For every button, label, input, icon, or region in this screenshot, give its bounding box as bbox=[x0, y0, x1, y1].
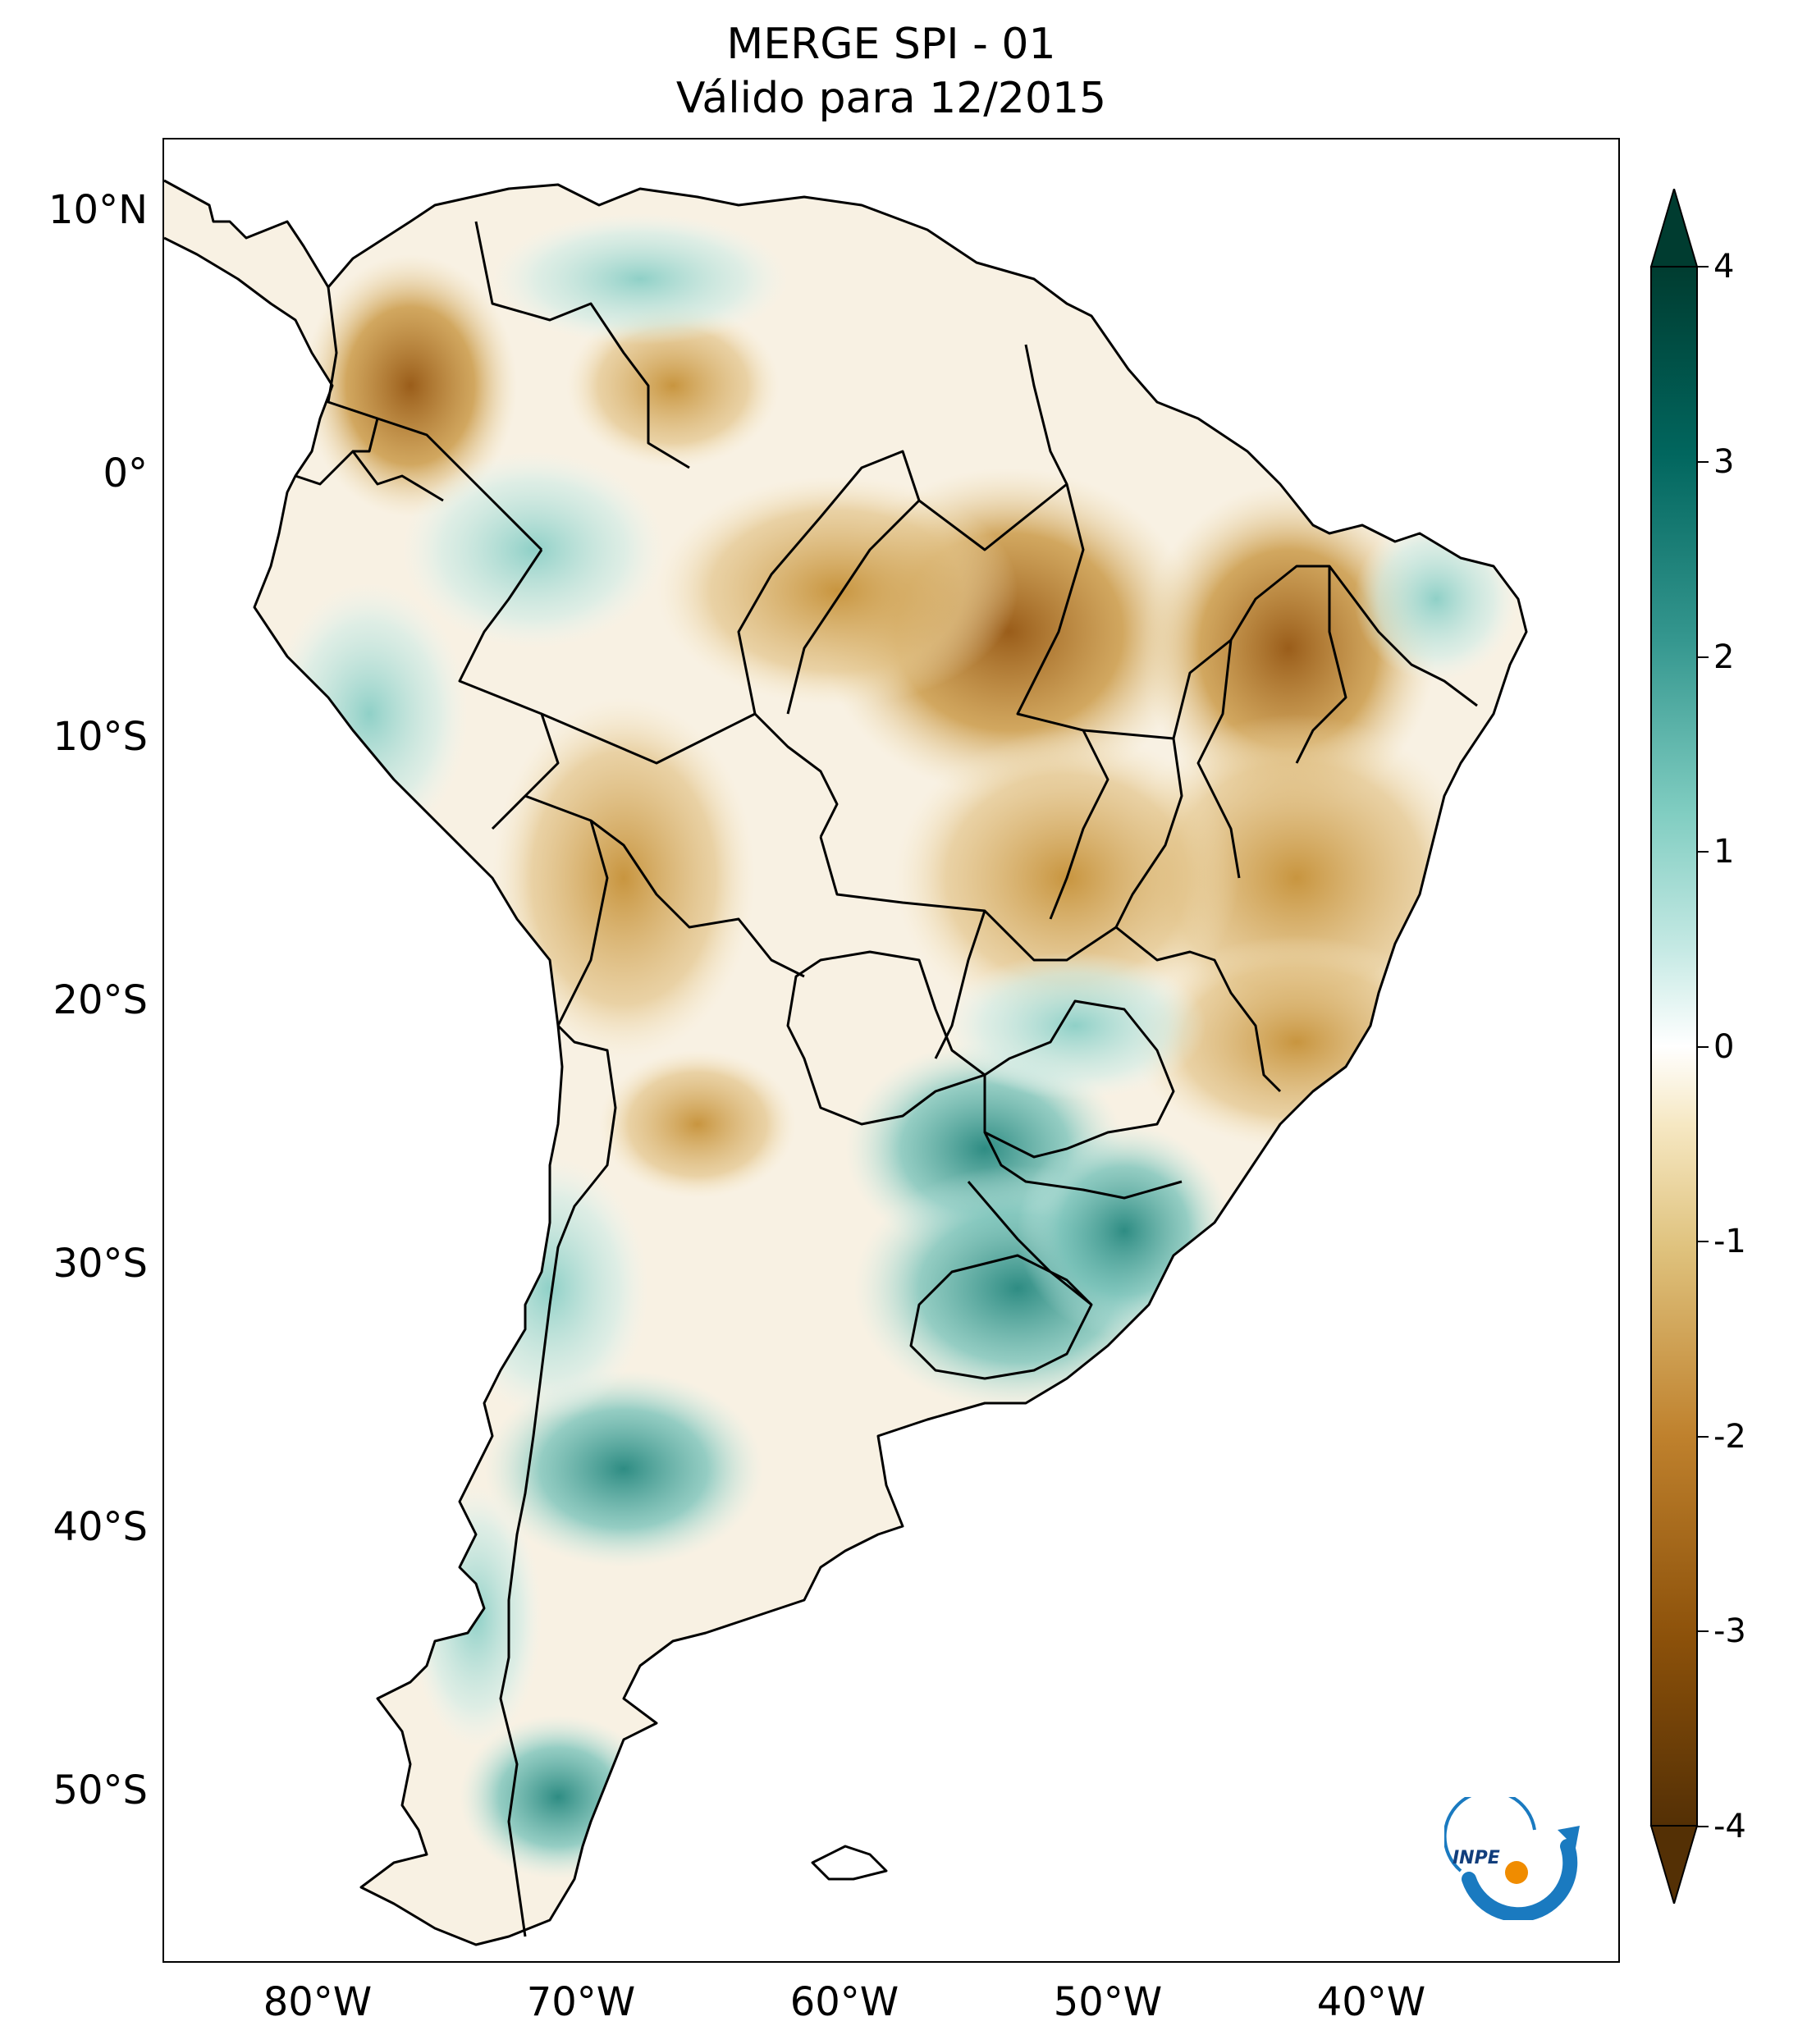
lon-label-60w: 60°W bbox=[789, 1979, 899, 2025]
wet-anomaly-mato-grosso-sul bbox=[944, 952, 1206, 1100]
wet-anomaly-chile-south bbox=[410, 1485, 542, 1748]
political-borders bbox=[164, 179, 1528, 1946]
wet-anomaly-central-argentina bbox=[484, 1370, 763, 1567]
dry-anomaly-north bbox=[657, 476, 1018, 706]
lat-label-10n: 10°N bbox=[48, 187, 148, 233]
wet-anomaly-peru bbox=[271, 583, 468, 845]
colorbar-tick bbox=[1697, 851, 1709, 853]
colorbar-label-neg1: -1 bbox=[1713, 1223, 1746, 1260]
map-panel bbox=[162, 138, 1620, 1963]
colorbar-label-3: 3 bbox=[1713, 443, 1735, 481]
colorbar-tick bbox=[1697, 461, 1709, 463]
colorbar-label-neg3: -3 bbox=[1713, 1612, 1746, 1650]
lat-label-30s: 30°S bbox=[53, 1241, 148, 1287]
colorbar-label-neg4: -4 bbox=[1713, 1808, 1746, 1845]
colorbar-tick bbox=[1697, 1436, 1709, 1438]
dry-anomaly-chaco bbox=[599, 1050, 796, 1198]
colorbar-tick bbox=[1697, 266, 1709, 268]
lat-label-50s: 50°S bbox=[53, 1767, 148, 1813]
lat-label-20s: 20°S bbox=[53, 977, 148, 1023]
colorbar-label-0: 0 bbox=[1713, 1028, 1735, 1066]
wet-anomaly-south-brazil bbox=[1018, 1124, 1231, 1338]
south-america-spi-map bbox=[164, 179, 1528, 1946]
colorbar bbox=[1649, 189, 1699, 1904]
lat-label-0: 0° bbox=[103, 450, 148, 496]
lat-label-10s: 10°S bbox=[53, 714, 148, 760]
lon-label-70w: 70°W bbox=[526, 1979, 636, 2025]
lon-label-50w: 50°W bbox=[1053, 1979, 1163, 2025]
colorbar-label-4: 4 bbox=[1713, 248, 1735, 286]
colorbar-tick bbox=[1697, 656, 1709, 658]
wet-anomaly-west-amazon bbox=[402, 451, 665, 648]
wet-anomaly-east-tip bbox=[1354, 517, 1518, 681]
colorbar-label-1: 1 bbox=[1713, 833, 1735, 871]
dry-anomaly-bolivia bbox=[492, 697, 755, 1059]
colorbar-label-2: 2 bbox=[1713, 638, 1735, 676]
spi-field bbox=[164, 181, 1526, 1945]
wet-anomaly-venezuela bbox=[492, 213, 788, 345]
colorbar-tick bbox=[1697, 1826, 1709, 1827]
map-title-line1: MERGE SPI - 01 bbox=[726, 20, 1056, 69]
inpe-logo-text: INPE bbox=[1453, 1848, 1500, 1868]
colorbar-tick bbox=[1697, 1630, 1709, 1632]
lon-label-80w: 80°W bbox=[263, 1979, 373, 2025]
lon-label-40w: 40°W bbox=[1316, 1979, 1426, 2025]
colorbar-label-neg2: -2 bbox=[1713, 1418, 1746, 1456]
map-title-line2: Válido para 12/2015 bbox=[675, 74, 1107, 123]
inpe-logo bbox=[1444, 1797, 1580, 1920]
colorbar-tick bbox=[1697, 1046, 1709, 1048]
lat-label-40s: 40°S bbox=[53, 1504, 148, 1550]
colorbar-tick bbox=[1697, 1241, 1709, 1242]
